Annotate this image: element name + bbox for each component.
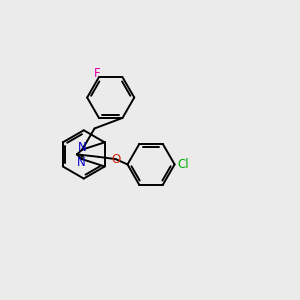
Text: N: N xyxy=(78,141,86,154)
Text: N: N xyxy=(77,156,86,169)
Text: O: O xyxy=(111,153,120,166)
Text: Cl: Cl xyxy=(177,158,189,171)
Text: F: F xyxy=(94,67,101,80)
